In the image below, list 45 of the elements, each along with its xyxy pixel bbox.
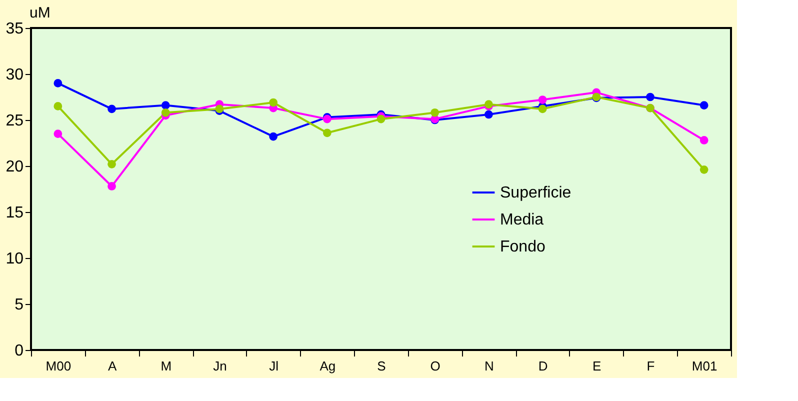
point [54,130,62,138]
y-tick-label: 15 [6,204,24,222]
y-axis-title: uM [30,4,50,22]
legend-label: Fondo [500,238,546,256]
x-tick-label: M01 [692,358,718,374]
x-tick-label: F [646,358,655,374]
x-tick-label: O [430,358,440,374]
point [646,92,654,102]
point [322,128,332,138]
point [700,101,708,110]
y-tick-label: 0 [14,342,24,360]
point [108,104,116,114]
x-tick-label: E [592,358,602,374]
x-tick-label: Ag [320,358,336,374]
legend-label: Media [500,212,544,228]
x-tick-label: S [377,358,386,374]
point [700,136,708,144]
point [269,132,278,141]
point [161,101,170,110]
point [376,114,386,124]
point [108,182,116,190]
x-tick-label: N [484,358,494,374]
x-tick-label: A [108,358,117,374]
y-tick-label: 35 [6,20,24,38]
y-tick-label: 20 [6,158,24,176]
point [430,108,440,117]
point [269,98,278,107]
point [538,104,547,114]
x-tick-label: Jn [213,358,227,374]
y-tick-label: 10 [6,250,24,268]
point [484,110,493,119]
x-tick-label: Jl [269,358,279,374]
x-tick-label: M00 [46,358,72,374]
y-tick-label: 25 [6,112,24,130]
point [54,102,62,110]
y-tick-label: 5 [14,296,24,314]
x-tick-label: M [160,358,172,374]
point [538,96,547,104]
point [54,79,62,88]
point [700,166,708,174]
y-tick-label: 30 [6,66,24,84]
point [108,160,116,168]
legend-label: Superficie [500,184,572,202]
x-tick-label: D [538,358,548,374]
point [161,108,170,117]
